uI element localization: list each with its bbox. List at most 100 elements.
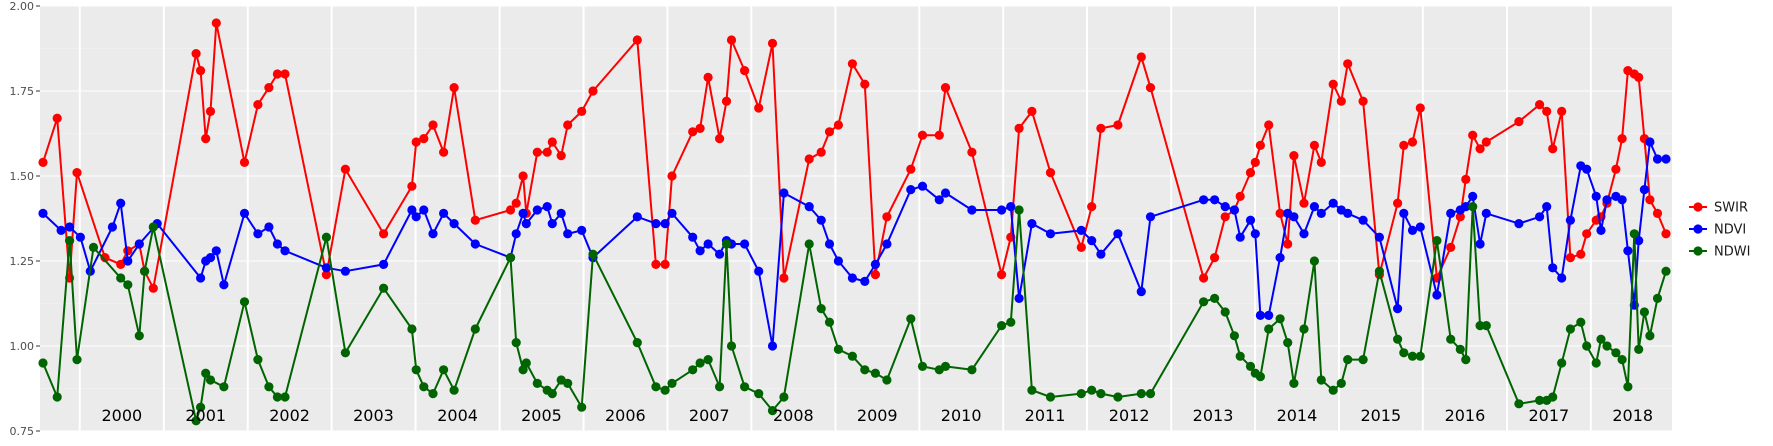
data-point-swir [1045, 168, 1056, 178]
data-point-ndwi [1087, 385, 1097, 395]
data-point-ndwi [65, 236, 75, 246]
series-lines [38, 18, 1671, 426]
data-point-swir [239, 157, 250, 167]
data-point-ndvi [219, 280, 229, 290]
data-point-swir [1076, 242, 1086, 252]
data-point-ndwi [280, 392, 290, 402]
data-point-ndvi [419, 205, 429, 215]
data-point-ndvi [1145, 212, 1156, 222]
data-point-ndvi [997, 205, 1007, 215]
year-label: 2014 [1277, 406, 1318, 425]
data-point-swir [532, 147, 542, 157]
data-point-ndwi [547, 389, 557, 399]
y-tick-label: 0.75 [10, 425, 35, 438]
data-point-swir [997, 270, 1007, 280]
data-point-ndwi [779, 392, 789, 402]
data-point-ndwi [1514, 399, 1524, 409]
data-point-swir [1136, 52, 1146, 62]
data-point-ndwi [824, 317, 835, 327]
data-point-swir [196, 66, 206, 76]
data-point-ndvi [280, 246, 290, 256]
data-point-swir [1446, 242, 1456, 252]
data-point-ndvi [1299, 229, 1309, 239]
data-point-ndwi [1557, 358, 1567, 368]
data-point-ndwi [917, 361, 928, 371]
year-label: 2006 [605, 406, 646, 425]
data-point-ndwi [407, 324, 417, 334]
data-point-swir [1514, 117, 1524, 127]
data-point-ndwi [804, 239, 814, 249]
data-point-swir [870, 270, 881, 280]
data-point-swir [715, 134, 725, 144]
data-point-swir [1468, 130, 1478, 140]
data-point-ndwi [651, 382, 661, 392]
data-point-swir [1358, 96, 1368, 106]
data-point-ndwi [1374, 266, 1384, 276]
data-point-ndvi [1475, 239, 1485, 249]
data-point-ndvi [1087, 236, 1097, 246]
data-point-swir [577, 106, 587, 116]
data-point-swir [542, 147, 552, 157]
data-point-ndvi [340, 266, 350, 276]
data-point-swir [667, 171, 677, 181]
data-point-ndvi [239, 208, 250, 218]
data-point-ndvi [1316, 208, 1326, 218]
data-point-ndwi [997, 321, 1007, 331]
data-point-swir [72, 168, 82, 178]
data-point-ndvi [804, 202, 814, 212]
data-point-ndwi [1328, 385, 1338, 395]
data-point-swir [940, 83, 951, 93]
data-point-ndvi [632, 212, 642, 222]
data-point-ndvi [1309, 202, 1319, 212]
data-point-ndwi [52, 392, 62, 402]
data-point-ndvi [906, 185, 916, 195]
data-point-ndwi [1481, 321, 1491, 331]
data-point-ndwi [1407, 351, 1418, 361]
data-point-ndwi [1289, 378, 1299, 388]
data-point-ndvi [688, 232, 698, 242]
data-point-ndvi [816, 215, 826, 225]
data-point-swir [1455, 212, 1465, 222]
data-point-ndvi [556, 208, 566, 218]
data-point-swir [264, 83, 274, 93]
data-point-ndwi [379, 283, 389, 293]
data-point-swir [824, 127, 835, 137]
data-point-swir [1393, 198, 1403, 208]
data-point-ndvi [123, 256, 133, 266]
data-point-ndwi [1468, 202, 1478, 212]
data-point-ndwi [140, 266, 150, 276]
year-label: 2005 [521, 406, 562, 425]
data-point-ndwi [1283, 338, 1293, 348]
data-point-ndvi [767, 341, 778, 351]
data-point-ndwi [870, 368, 881, 378]
data-point-ndvi [1461, 202, 1471, 212]
data-point-swir [967, 147, 977, 157]
y-tick-label: 1.50 [10, 170, 35, 183]
data-point-ndwi [1565, 324, 1575, 334]
data-point-ndvi [940, 188, 951, 198]
data-point-ndvi [1199, 195, 1209, 205]
data-point-ndvi [253, 229, 263, 239]
data-point-ndwi [428, 389, 438, 399]
data-point-ndvi [1596, 225, 1606, 235]
data-point-ndvi [1399, 208, 1409, 218]
series-ndwi [38, 202, 1671, 426]
data-point-ndwi [703, 355, 713, 365]
data-point-ndvi [272, 239, 282, 249]
data-point-ndwi [521, 358, 531, 368]
data-point-ndvi [833, 256, 844, 266]
year-label: 2002 [269, 406, 310, 425]
data-point-swir [116, 259, 126, 269]
data-point-ndvi [847, 273, 858, 283]
data-point-ndvi [1407, 225, 1418, 235]
data-point-ndwi [1446, 334, 1456, 344]
data-point-ndvi [1393, 304, 1403, 314]
data-point-ndvi [870, 259, 881, 269]
data-point-ndwi [219, 382, 229, 392]
data-point-ndwi [906, 314, 916, 324]
data-point-ndvi [1113, 229, 1123, 239]
legend-label: NDWI [1714, 245, 1750, 260]
data-point-ndwi [321, 232, 331, 242]
data-point-ndwi [695, 358, 705, 368]
data-point-ndwi [511, 338, 521, 348]
